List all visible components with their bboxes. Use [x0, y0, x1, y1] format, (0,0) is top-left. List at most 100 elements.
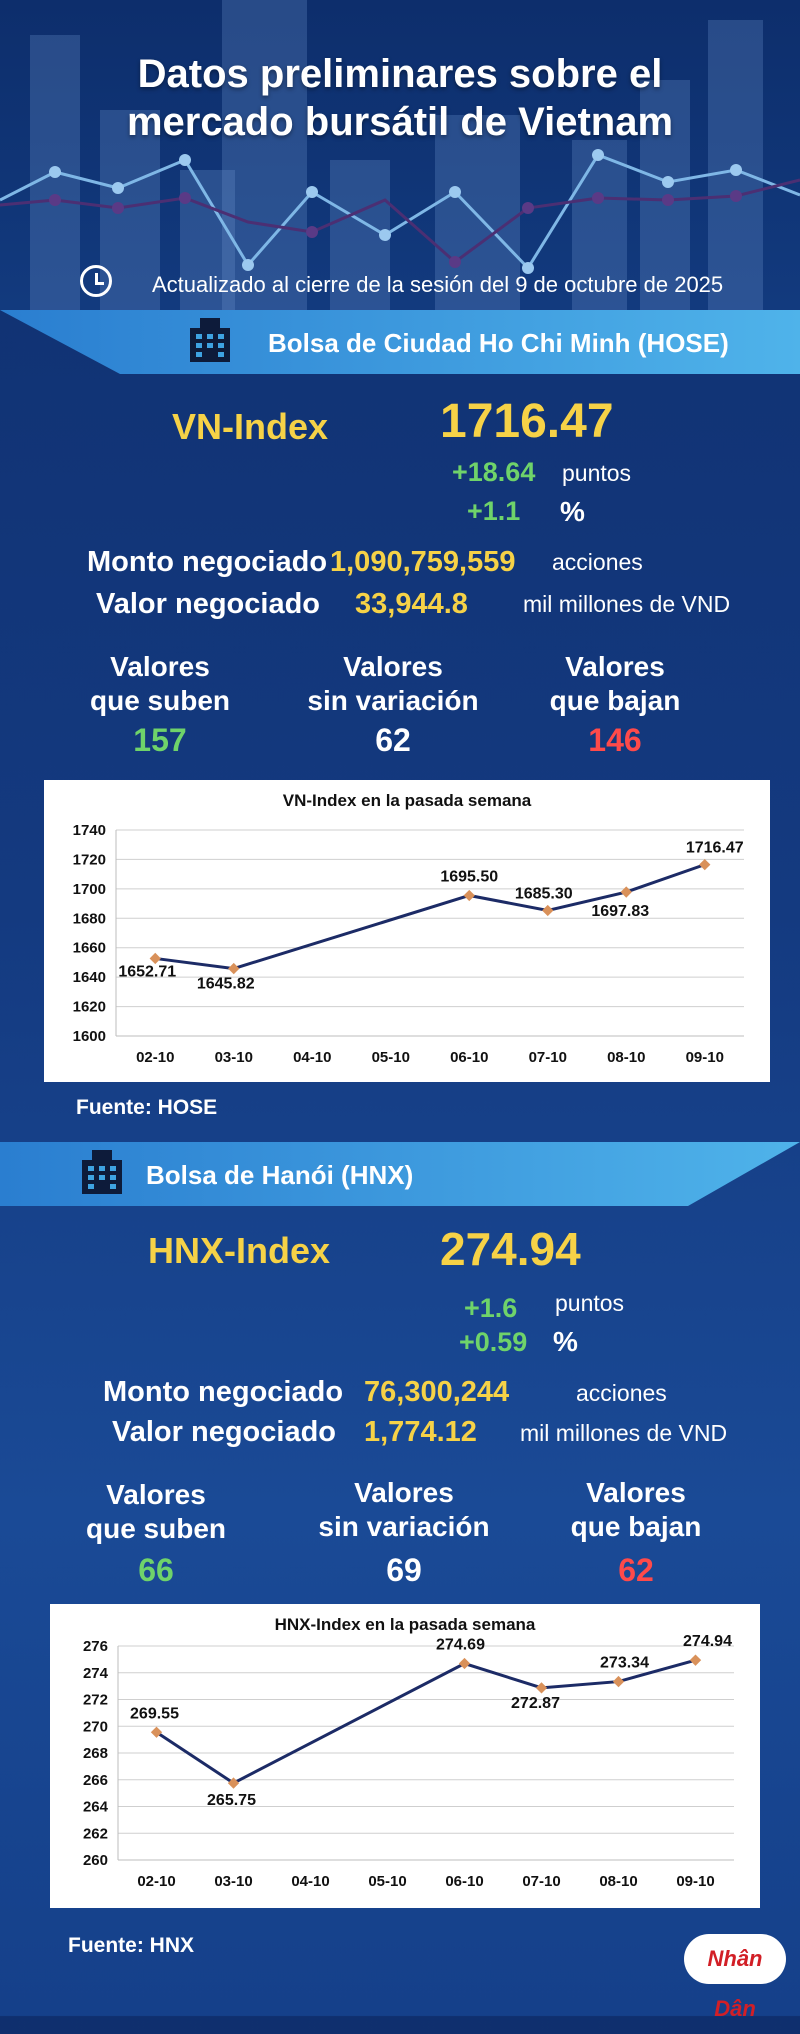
y-tick-label: 1660: [73, 940, 106, 957]
y-tick-label: 272: [83, 1692, 108, 1709]
hose-change-pct: +1.1: [467, 496, 521, 526]
nhan-dan-logo[interactable]: Nhân Dân: [684, 1934, 786, 2021]
x-tick-label: 06-10: [450, 1049, 488, 1066]
hero-background: [0, 0, 800, 310]
hnx-unchanged-label: Valores sin variación: [294, 1476, 514, 1544]
decorative-bar: [222, 0, 307, 310]
hnx-advancers-count: 66: [138, 1552, 174, 1588]
y-tick-label: 270: [83, 1718, 108, 1735]
data-point: [228, 962, 240, 975]
y-tick-label: 268: [83, 1745, 108, 1762]
y-tick-label: 1740: [73, 822, 106, 839]
data-label: 1716.47: [686, 840, 744, 857]
hnx-banner: [0, 1142, 800, 1206]
hnx-value-label: Valor negociado: [112, 1416, 336, 1448]
hose-source: Fuente: HOSE: [76, 1096, 218, 1119]
y-tick-label: 264: [83, 1799, 109, 1816]
hose-advancers-label-1: Valores: [110, 651, 210, 682]
hose-advancers-label-2: que suben: [89, 685, 230, 716]
hnx-points-label: puntos: [555, 1290, 625, 1316]
hnx-advancers-label-2: que suben: [85, 1513, 226, 1544]
hose-decliners-count: 146: [588, 722, 642, 758]
hnx-advancers-label-1: Valores: [106, 1479, 206, 1510]
hnx-unchanged-label-2: sin variación: [318, 1511, 490, 1542]
data-label: 1695.50: [440, 868, 498, 885]
x-tick-label: 05-10: [368, 1873, 406, 1890]
hose-decliners-label: Valores que bajan: [515, 650, 715, 718]
hose-volume-label: Monto negociado: [87, 546, 328, 578]
decorative-bar: [435, 115, 520, 310]
hose-pct-label: %: [560, 496, 585, 527]
data-label: 274.69: [436, 1637, 485, 1654]
data-label: 1652.71: [118, 963, 176, 980]
building-icon: [190, 318, 230, 362]
x-tick-label: 02-10: [137, 1873, 175, 1890]
chart-title: VN-Index en la pasada semana: [283, 791, 532, 810]
hnx-unchanged-count: 69: [386, 1552, 422, 1588]
x-tick-label: 04-10: [293, 1049, 331, 1066]
y-tick-label: 274: [83, 1665, 109, 1682]
hose-index-value: 1716.47: [440, 395, 614, 448]
hose-banner: [0, 310, 800, 374]
y-tick-label: 1720: [73, 851, 106, 868]
x-tick-label: 09-10: [676, 1873, 714, 1890]
hnx-banner-title: Bolsa de Hanói (HNX): [146, 1160, 414, 1190]
y-tick-label: 276: [83, 1638, 108, 1655]
x-tick-label: 08-10: [599, 1873, 637, 1890]
y-tick-label: 1600: [73, 1028, 106, 1045]
x-tick-label: 08-10: [607, 1049, 645, 1066]
data-point: [620, 886, 632, 898]
hnx-pct-label: %: [553, 1326, 578, 1357]
hnx-index-chart-box: HNX-Index en la pasada semana 260 262 264 26…: [50, 1604, 760, 1908]
hnx-unchanged-label-1: Valores: [354, 1477, 454, 1508]
hose-unchanged-count: 62: [375, 722, 411, 758]
x-tick-label: 09-10: [686, 1049, 724, 1066]
hnx-change-pct: +0.59: [459, 1327, 528, 1357]
series-line: [155, 1658, 696, 1785]
decorative-bar: [572, 140, 627, 310]
x-tick-label: 06-10: [445, 1873, 483, 1890]
updated-timestamp: Actualizado al cierre de la sesión del 9…: [152, 272, 724, 297]
data-label: 274.94: [683, 1633, 732, 1650]
y-tick-label: 262: [83, 1825, 108, 1842]
y-tick-label: 1620: [73, 999, 106, 1016]
hose-value-label: Valor negociado: [96, 588, 320, 620]
data-point: [149, 952, 161, 965]
x-tick-label: 03-10: [214, 1873, 252, 1890]
building-icon: [82, 1150, 122, 1194]
decorative-bar: [180, 170, 235, 310]
hose-decliners-label-1: Valores: [565, 651, 665, 682]
y-tick-label: 266: [83, 1772, 108, 1789]
vn-index-chart: VN-Index en la pasada semana 1600 1620 1640…: [73, 791, 744, 1066]
data-label: 1685.30: [515, 885, 573, 902]
hnx-index-name: HNX-Index: [148, 1230, 331, 1271]
series-line: [155, 863, 706, 971]
vn-index-chart-box: VN-Index en la pasada semana 1600 1620 1640…: [44, 780, 770, 1082]
hose-volume-value: 1,090,759,559: [330, 546, 516, 578]
data-label: 273.34: [600, 1655, 649, 1672]
x-tick-label: 04-10: [291, 1873, 329, 1890]
hnx-decliners-label: Valores que bajan: [536, 1476, 736, 1544]
hnx-value-unit: mil millones de VND: [520, 1420, 728, 1446]
hnx-decliners-label-2: que bajan: [570, 1511, 702, 1542]
hose-points-label: puntos: [562, 460, 632, 486]
data-label: 272.87: [511, 1695, 560, 1712]
clock-icon: [80, 265, 112, 297]
hose-unchanged-label: Valores sin variación: [283, 650, 503, 718]
data-point: [542, 904, 554, 917]
data-point: [535, 1682, 548, 1694]
data-label: 1645.82: [197, 976, 255, 993]
x-tick-label: 02-10: [136, 1049, 174, 1066]
data-point: [689, 1654, 702, 1666]
data-point: [699, 858, 711, 871]
hose-advancers-count: 157: [133, 722, 187, 758]
data-point: [612, 1675, 625, 1688]
x-tick-label: 07-10: [529, 1049, 567, 1066]
data-point: [458, 1657, 471, 1670]
hose-advancers-label: Valores que suben: [60, 650, 260, 718]
y-tick-label: 1680: [73, 910, 106, 927]
hnx-index-value: 274.94: [440, 1223, 581, 1275]
y-tick-label: 1700: [73, 881, 106, 898]
hnx-index-chart: HNX-Index en la pasada semana 260 262 264 26…: [83, 1615, 734, 1890]
chart-title: HNX-Index en la pasada semana: [275, 1615, 536, 1634]
